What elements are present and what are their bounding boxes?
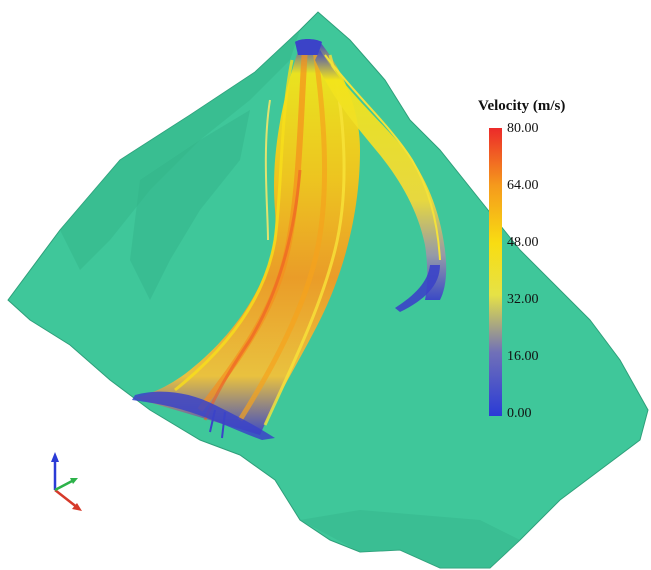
main-flow-streamlines xyxy=(132,42,360,440)
legend-tick-64: 64.00 xyxy=(507,178,539,193)
axis-triad xyxy=(51,452,82,511)
legend-title: Velocity (m/s) xyxy=(478,98,566,114)
source-area xyxy=(295,39,322,55)
velocity-colorbar xyxy=(489,128,502,416)
legend-tick-48: 48.00 xyxy=(507,235,539,250)
side-flow-streamlines xyxy=(315,50,447,312)
terrain-lower-shadow xyxy=(300,510,520,568)
legend-tick-80: 80.00 xyxy=(507,121,539,136)
legend-tick-16: 16.00 xyxy=(507,349,539,364)
terrain-slope-shadow xyxy=(130,110,250,300)
terrain-ridge-shadow xyxy=(60,30,300,270)
legend-tick-0: 0.00 xyxy=(507,406,532,421)
legend-tick-32: 32.00 xyxy=(507,292,539,307)
